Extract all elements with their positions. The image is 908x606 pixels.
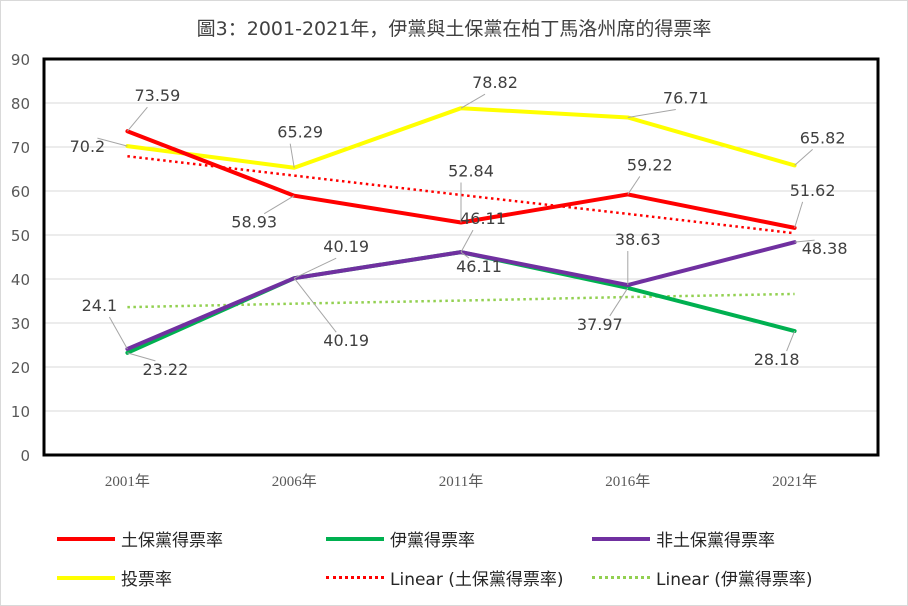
legend-item-turnout: 投票率 (57, 565, 172, 590)
y-tick-label: 20 (11, 359, 30, 377)
data-label-leader (786, 330, 796, 352)
legend-label: 土保黨得票率 (121, 531, 223, 551)
data-label-leader (293, 277, 337, 333)
legend-swatch (57, 575, 115, 580)
y-tick-label: 0 (20, 447, 30, 465)
data-label-leader (127, 352, 156, 362)
legend-swatch (592, 536, 650, 541)
y-tick-label: 80 (11, 95, 30, 113)
data-label-leader (460, 229, 474, 253)
data-label: 38.63 (615, 230, 661, 249)
data-label: 40.19 (323, 237, 369, 256)
y-tick-label: 10 (11, 403, 30, 421)
data-label: 28.18 (754, 350, 800, 369)
y-tick-label: 60 (11, 183, 30, 201)
data-label: 37.97 (577, 315, 623, 334)
data-label: 23.22 (142, 360, 188, 379)
data-label-leader (127, 106, 148, 132)
y-tick-label: 90 (11, 51, 30, 69)
legend-item-non-land-party: 非土保黨得票率 (592, 526, 775, 551)
legend-item-land-party: 土保黨得票率 (57, 526, 223, 551)
legend-label: Linear (土保黨得票率) (390, 570, 564, 590)
data-label: 65.29 (277, 123, 323, 142)
data-label-leader (263, 195, 295, 215)
data-label-leader (97, 137, 128, 147)
data-label: 73.59 (134, 86, 180, 105)
data-label: 78.82 (472, 73, 518, 92)
series-line-4 (127, 154, 795, 235)
chart-title: 圖3：2001-2021年，伊黨與土保黨在柏丁馬洛州席的得票率 (196, 18, 712, 40)
legend-swatch (57, 536, 115, 541)
legend-swatch (326, 576, 384, 579)
data-label-leader (627, 108, 676, 118)
y-tick-label: 50 (11, 227, 30, 245)
data-label: 65.82 (800, 128, 846, 147)
data-label-leader (460, 93, 486, 109)
legend-label: 投票率 (121, 570, 172, 590)
data-label-leader (794, 201, 804, 229)
x-tick-label: 2011年 (439, 473, 483, 490)
data-label-leader (293, 257, 337, 279)
legend-swatch (326, 536, 384, 541)
data-label-leader (460, 251, 470, 259)
series-line-3 (125, 106, 797, 170)
data-label: 46.11 (460, 209, 506, 228)
y-tick-label: 30 (11, 315, 30, 333)
data-label: 40.19 (323, 331, 369, 350)
legend-item-islamic-party: 伊黨得票率 (326, 526, 475, 551)
data-label-leader (794, 239, 815, 243)
data-label-leader (108, 316, 128, 350)
data-label: 46.11 (456, 257, 502, 276)
data-label: 52.84 (448, 162, 494, 181)
x-tick-label: 2016年 (605, 473, 650, 490)
x-tick-label: 2006年 (272, 473, 317, 490)
x-tick-label: 2001年 (105, 473, 150, 490)
data-label: 70.2 (70, 137, 106, 156)
y-tick-label: 70 (11, 139, 30, 157)
x-tick-label: 2021年 (772, 473, 817, 490)
legend-item-linear-land-party: Linear (土保黨得票率) (326, 565, 564, 590)
legend-item-linear-islamic-party: Linear (伊黨得票率) (592, 565, 813, 590)
data-label: 24.1 (82, 296, 118, 315)
data-label: 51.62 (790, 181, 836, 200)
data-label: 59.22 (627, 155, 673, 174)
data-label-leader (627, 176, 641, 195)
data-label: 48.38 (802, 239, 848, 258)
legend-label: 伊黨得票率 (390, 531, 475, 551)
data-label-leader (289, 143, 295, 168)
plot-area-border (42, 57, 880, 457)
legend-label: Linear (伊黨得票率) (656, 570, 813, 590)
data-label: 76.71 (663, 88, 709, 107)
legend-label: 非土保黨得票率 (656, 531, 775, 551)
legend-swatch (592, 576, 650, 579)
data-label-leader (609, 287, 629, 317)
y-tick-label: 40 (11, 271, 30, 289)
data-label: 58.93 (231, 213, 277, 232)
data-label-leader (794, 149, 813, 166)
